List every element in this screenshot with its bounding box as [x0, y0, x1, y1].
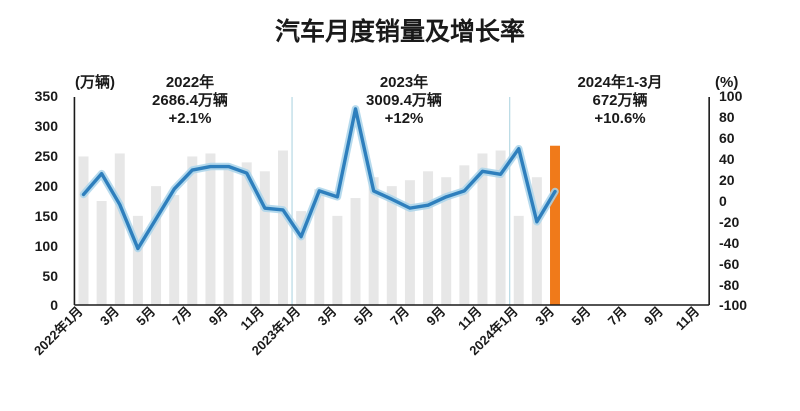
svg-text:(%): (%) [715, 74, 738, 91]
svg-text:5月: 5月 [133, 304, 158, 329]
svg-text:7月: 7月 [605, 304, 630, 329]
svg-text:40: 40 [719, 151, 735, 167]
svg-text:2023年: 2023年 [380, 73, 428, 91]
svg-text:3月: 3月 [315, 304, 340, 329]
svg-text:-80: -80 [719, 277, 739, 293]
svg-text:9月: 9月 [641, 304, 666, 329]
svg-text:60: 60 [719, 130, 735, 146]
svg-text:20: 20 [719, 172, 735, 188]
svg-text:2022年1月: 2022年1月 [31, 304, 86, 359]
svg-text:+10.6%: +10.6% [594, 110, 645, 127]
svg-text:7月: 7月 [170, 304, 195, 329]
svg-text:11月: 11月 [237, 304, 267, 334]
svg-text:+2.1%: +2.1% [169, 110, 212, 127]
svg-text:0: 0 [50, 297, 58, 313]
svg-text:350: 350 [35, 88, 59, 104]
svg-text:7月: 7月 [387, 304, 412, 329]
svg-text:11月: 11月 [455, 304, 485, 334]
svg-text:100: 100 [35, 238, 59, 254]
svg-text:9月: 9月 [423, 304, 448, 329]
svg-text:300: 300 [35, 118, 59, 134]
svg-text:2024年1-3月: 2024年1-3月 [577, 73, 662, 91]
svg-text:-60: -60 [719, 256, 739, 272]
svg-text:50: 50 [42, 268, 58, 284]
svg-text:2686.4万辆: 2686.4万辆 [152, 91, 228, 109]
svg-text:-20: -20 [719, 214, 739, 230]
svg-text:200: 200 [35, 178, 59, 194]
svg-text:(万辆): (万辆) [75, 73, 115, 91]
svg-text:汽车月度销量及增长率: 汽车月度销量及增长率 [275, 17, 525, 46]
svg-text:3月: 3月 [532, 304, 557, 329]
svg-text:672万辆: 672万辆 [592, 91, 647, 109]
svg-text:250: 250 [35, 148, 59, 164]
svg-text:3月: 3月 [97, 304, 122, 329]
svg-text:3009.4万辆: 3009.4万辆 [366, 91, 442, 109]
svg-text:5月: 5月 [351, 304, 376, 329]
svg-text:-100: -100 [719, 297, 747, 313]
svg-text:0: 0 [719, 193, 727, 209]
svg-text:5月: 5月 [568, 304, 593, 329]
svg-text:11月: 11月 [673, 304, 703, 334]
svg-text:-40: -40 [719, 235, 739, 251]
svg-text:150: 150 [35, 208, 59, 224]
svg-text:9月: 9月 [206, 304, 231, 329]
svg-text:+12%: +12% [385, 110, 424, 127]
svg-text:2022年: 2022年 [166, 73, 214, 91]
svg-text:80: 80 [719, 109, 735, 125]
